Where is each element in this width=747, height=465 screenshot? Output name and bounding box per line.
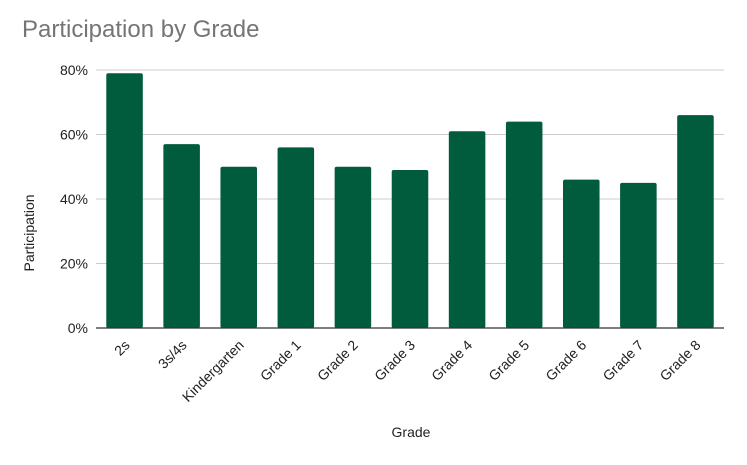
y-axis-title: Participation <box>21 194 37 271</box>
y-tick-label: 80% <box>60 62 88 78</box>
x-tick-label: Grade 1 <box>257 337 304 384</box>
y-tick-label: 60% <box>60 127 88 143</box>
x-tick-label: Grade 2 <box>314 337 361 384</box>
x-tick-label: 2s <box>111 337 133 359</box>
x-axis-title: Grade <box>392 424 431 440</box>
chart-title: Participation by Grade <box>22 16 260 43</box>
y-tick-label: 0% <box>68 320 88 336</box>
bar-grade-8 <box>677 115 714 329</box>
x-tick-label: Grade 7 <box>599 337 646 384</box>
x-tick-label: Grade 5 <box>485 337 532 384</box>
x-tick-label: Grade 3 <box>371 337 418 384</box>
x-tick-label: Grade 8 <box>656 337 703 384</box>
bar-grade-2 <box>334 166 372 328</box>
bar-kindergarten <box>220 166 257 328</box>
y-tick-label: 20% <box>60 256 88 272</box>
x-tick-label: Grade 4 <box>428 337 475 384</box>
x-tick-label: Grade 6 <box>542 337 589 384</box>
x-tick-label: Kindergarten <box>179 337 247 405</box>
bars <box>106 73 714 329</box>
bar-grade-1 <box>277 147 315 328</box>
bar-grade-4 <box>448 131 486 328</box>
y-tick-label: 40% <box>60 191 88 207</box>
x-tick-label: 3s/4s <box>155 337 190 372</box>
bar-grade-6 <box>563 179 600 328</box>
bar-grade-7 <box>620 182 657 329</box>
bar-grade-5 <box>505 121 543 328</box>
bar-2s <box>106 73 143 328</box>
bar-3s-4s <box>163 144 200 328</box>
y-tick-labels: 0% 20% 40% 60% 80% <box>60 62 88 336</box>
bar-grade-3 <box>391 169 429 328</box>
